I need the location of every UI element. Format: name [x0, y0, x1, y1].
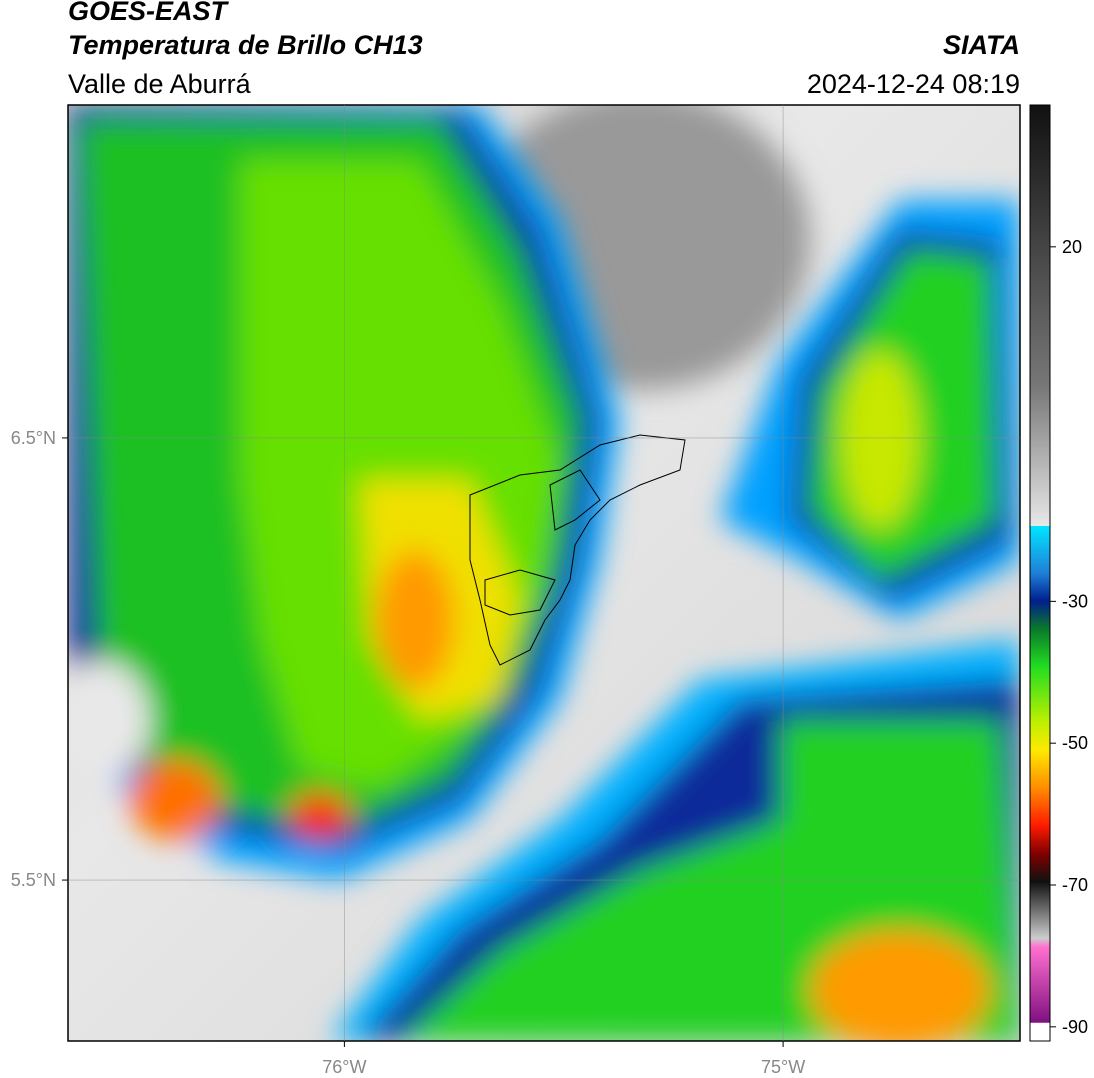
- colorbar-tick-label: -50: [1062, 733, 1088, 753]
- source: SIATA: [943, 30, 1020, 60]
- subtitle: Temperatura de Brillo CH13: [68, 30, 423, 60]
- satellite-image: [68, 105, 1020, 1041]
- region: Valle de Aburrá: [68, 69, 252, 99]
- y-tick-label: 6.5°N: [11, 428, 56, 448]
- title: GOES-EAST: [68, 0, 230, 26]
- colorbar-tick-label: -70: [1062, 875, 1088, 895]
- colorbar-tick-label: -90: [1062, 1017, 1088, 1037]
- y-tick-label: 5.5°N: [11, 870, 56, 890]
- datetime: 2024-12-24 08:19: [807, 69, 1020, 99]
- colorbar-tick-label: 20: [1062, 237, 1082, 257]
- x-tick-label: 76°W: [322, 1057, 366, 1077]
- x-tick-label: 75°W: [761, 1057, 805, 1077]
- colorbar-tick-label: -30: [1062, 591, 1088, 611]
- map-frame: [67, 104, 1021, 1042]
- colorbar: [1029, 104, 1051, 1042]
